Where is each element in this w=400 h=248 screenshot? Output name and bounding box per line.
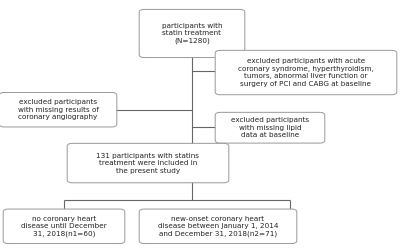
Text: no coronary heart
disease until December
31, 2018(n1=60): no coronary heart disease until December… [21, 216, 107, 237]
FancyBboxPatch shape [139, 209, 297, 244]
FancyBboxPatch shape [3, 209, 125, 244]
Text: participants with
statin treatment
(N=1280): participants with statin treatment (N=12… [162, 23, 222, 44]
Text: new-onset coronary heart
disease between January 1, 2014
and December 31, 2018(n: new-onset coronary heart disease between… [158, 216, 278, 237]
Text: excluded participants
with missing results of
coronary angiography: excluded participants with missing resul… [18, 99, 98, 120]
Text: excluded participants
with missing lipid
data at baseline: excluded participants with missing lipid… [231, 117, 309, 138]
FancyBboxPatch shape [215, 50, 397, 95]
FancyBboxPatch shape [0, 93, 117, 127]
FancyBboxPatch shape [215, 112, 325, 143]
Text: 131 participants with statins
treatment were included in
the present study: 131 participants with statins treatment … [96, 153, 200, 174]
FancyBboxPatch shape [67, 143, 229, 183]
Text: excluded participants with acute
coronary syndrome, hyperthyroidism,
tumors, abn: excluded participants with acute coronar… [238, 58, 374, 87]
FancyBboxPatch shape [139, 9, 245, 58]
